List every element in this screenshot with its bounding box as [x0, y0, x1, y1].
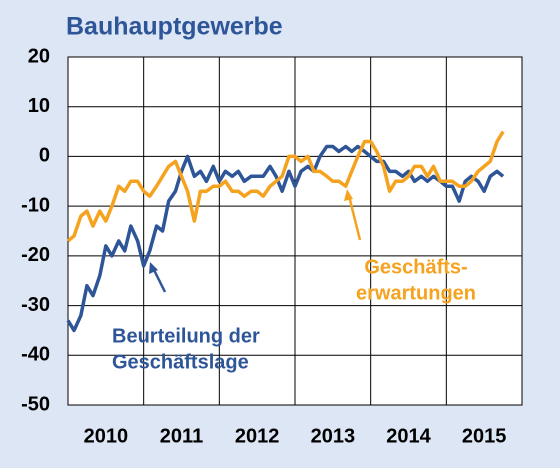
annotation: Geschäfts-	[364, 256, 467, 278]
annotation: Geschäftslage	[112, 351, 249, 373]
y-tick-label: 10	[28, 95, 50, 117]
annotation: Beurteilung der	[112, 325, 260, 347]
y-tick-label: -40	[21, 344, 50, 366]
x-tick-label: 2013	[311, 425, 356, 447]
y-tick-label: -10	[21, 194, 50, 216]
chart-title: Bauhauptgewerbe	[66, 13, 283, 41]
arrow	[347, 195, 362, 241]
arrow	[151, 267, 167, 293]
y-tick-label: -20	[21, 244, 50, 266]
annotation: erwartungen	[356, 282, 476, 304]
y-tick-label: 0	[39, 145, 50, 167]
x-tick-label: 2010	[84, 425, 129, 447]
arrow-head	[149, 262, 158, 274]
y-tick-label: 20	[28, 45, 50, 67]
series-line	[66, 130, 505, 243]
x-tick-label: 2011	[160, 425, 203, 447]
x-tick-label: 2012	[235, 425, 280, 447]
marks	[66, 130, 505, 333]
arrow-head	[344, 189, 353, 201]
x-tick-label: 2014	[386, 425, 431, 447]
y-tick-label: -30	[21, 294, 50, 316]
x-tick-label: 2015	[462, 425, 507, 447]
series-line	[66, 144, 505, 333]
y-tick-label: -50	[21, 393, 50, 415]
